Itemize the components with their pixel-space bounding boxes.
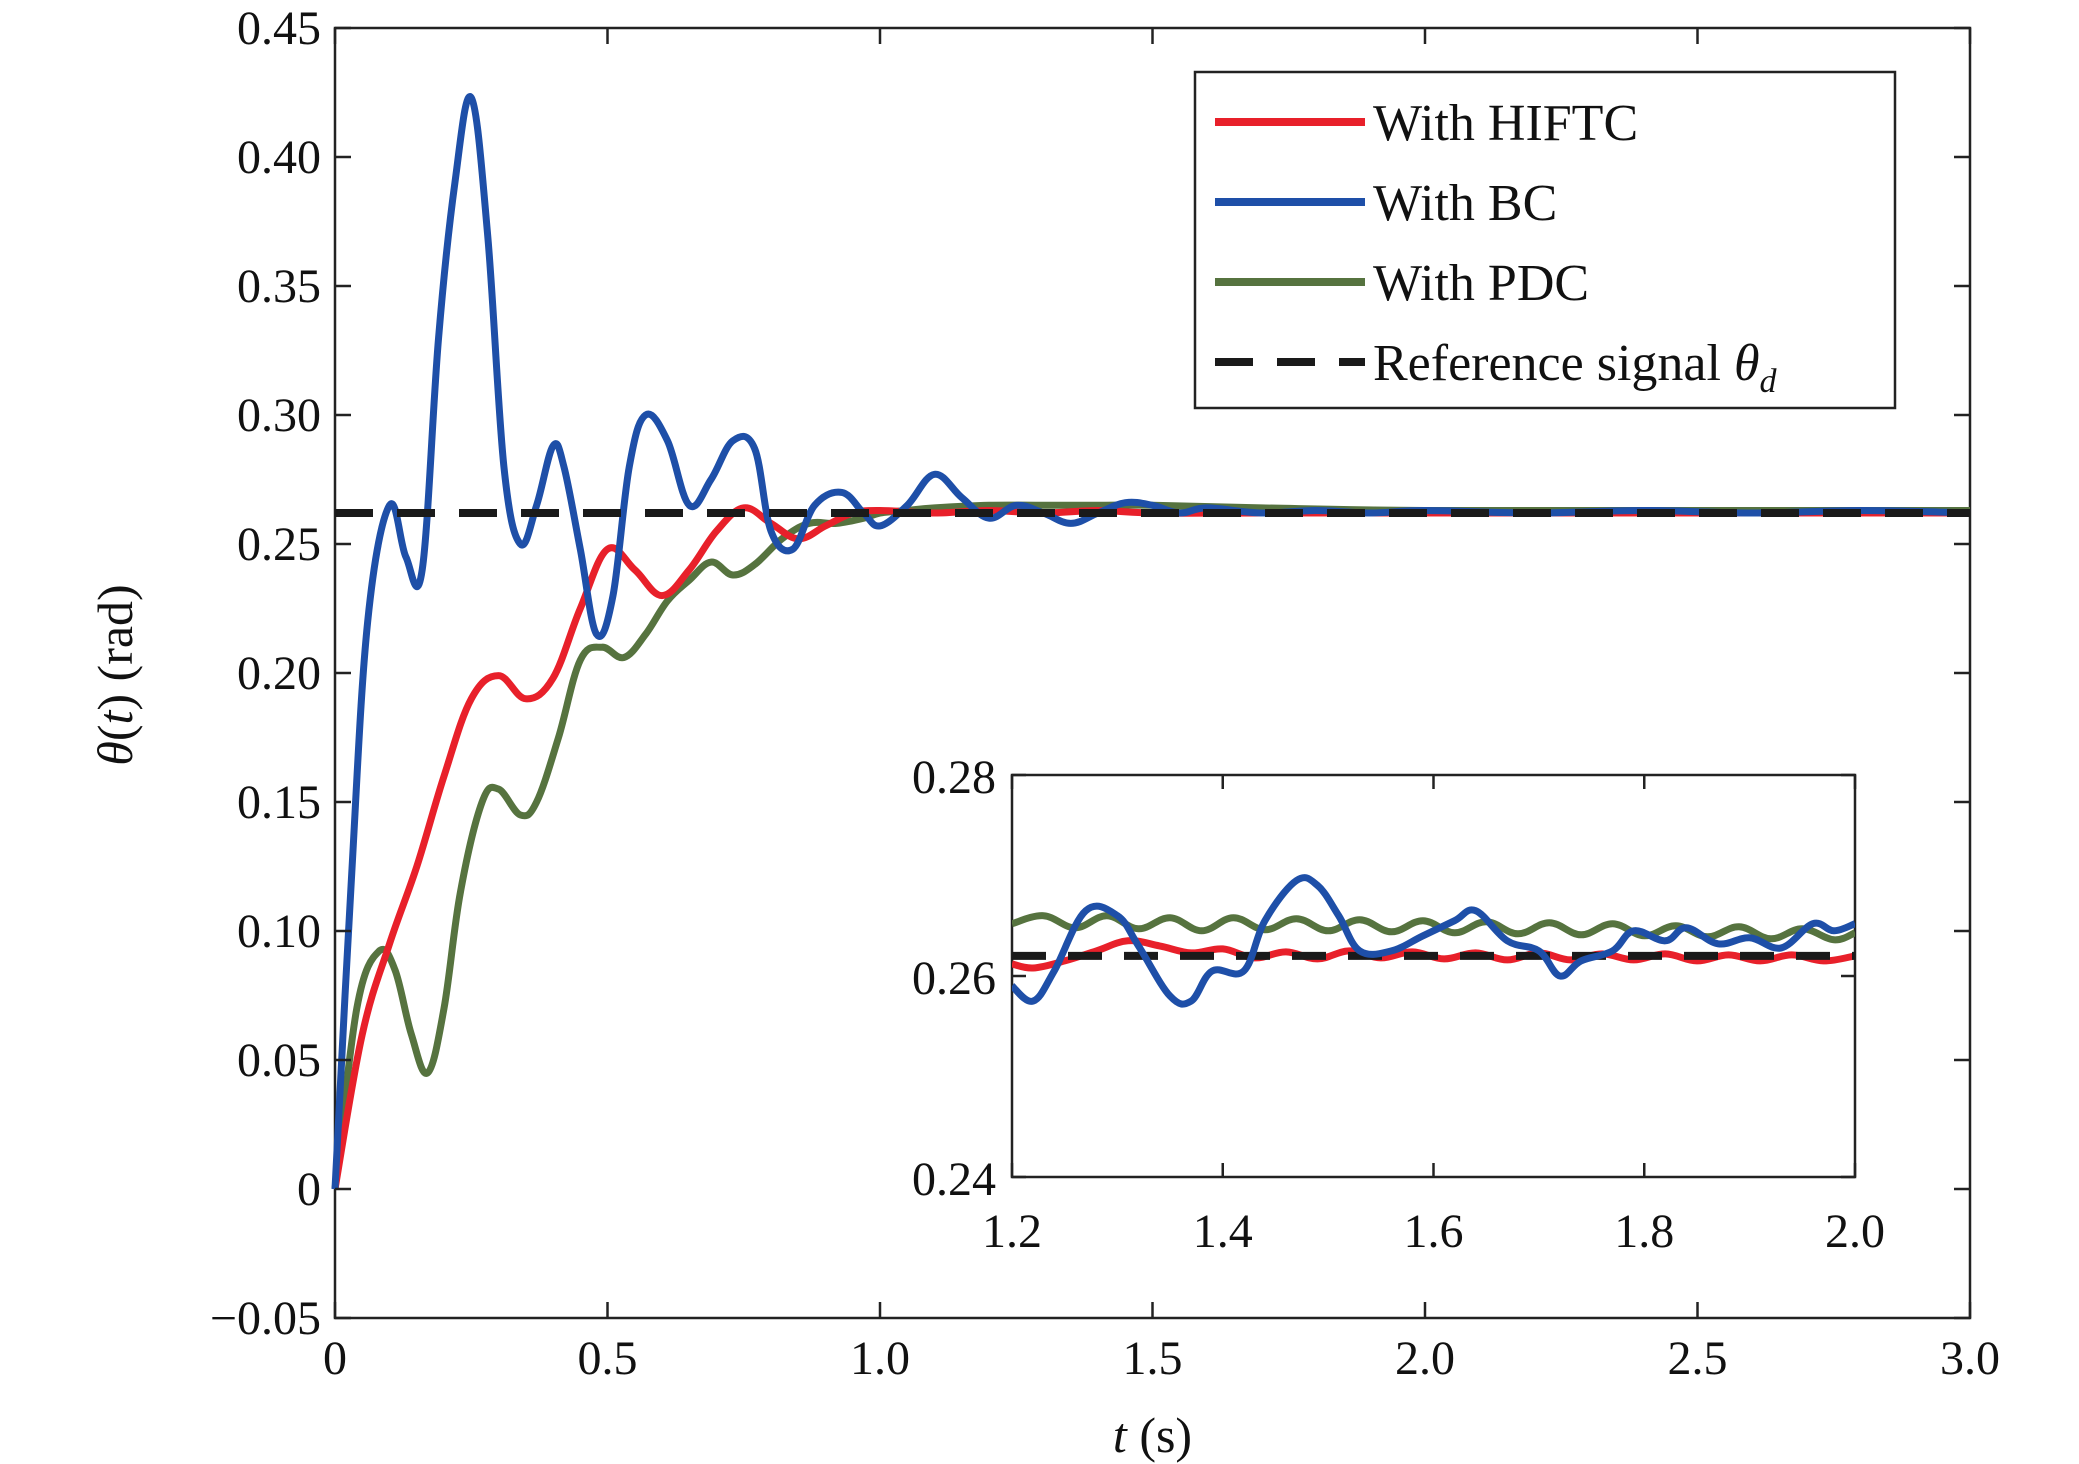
inset-y-tick-label: 0.26 (912, 952, 996, 1005)
legend-label-1: With BC (1373, 175, 1557, 232)
y-axis-var: t (87, 710, 143, 725)
inset-x-tick-label: 1.2 (982, 1205, 1042, 1258)
y-tick-label: 0.20 (237, 647, 321, 700)
y-tick-label: 0.05 (237, 1034, 321, 1087)
y-tick-label: 0.45 (237, 2, 321, 55)
inset-series-group (1012, 874, 1855, 1008)
inset-x-tick-label: 2.0 (1825, 1205, 1885, 1258)
x-tick-label: 2.5 (1668, 1332, 1728, 1385)
legend: With HIFTC With BC With PDC Reference signa… (1193, 70, 1897, 410)
inset-plot: 1.2 1.4 1.6 1.8 2.0 0.24 0.26 0.28 (912, 751, 1885, 1258)
x-tick-label: 0.5 (578, 1332, 638, 1385)
y-axis-close-paren: ) (87, 694, 143, 711)
inset-y-tick-label: 0.28 (912, 751, 996, 804)
y-axis-unit: (rad) (87, 584, 143, 694)
x-axis-unit: (s) (1127, 1407, 1192, 1463)
x-axis-var: t (1113, 1407, 1128, 1463)
legend-label-text: With PDC (1373, 255, 1589, 312)
axis-titles: t (s)θ(t) (rad) (87, 584, 1192, 1463)
y-axis-theta: θ (87, 741, 143, 766)
y-tick-label: 0.15 (237, 776, 321, 829)
x-tick-label: 3.0 (1940, 1332, 2000, 1385)
y-tick-label: 0 (297, 1163, 321, 1216)
legend-label-2: With PDC (1373, 255, 1589, 312)
y-tick-label: 0.10 (237, 905, 321, 958)
legend-theta-subscript: d (1759, 363, 1777, 400)
y-tick-label: 0.40 (237, 131, 321, 184)
inset-x-tick-label: 1.6 (1404, 1205, 1464, 1258)
series-line-with-bc (331, 93, 1971, 1190)
inset-y-tick-label: 0.24 (912, 1153, 996, 1206)
legend-label-text: With BC (1373, 175, 1557, 232)
x-axis-title: t (s) (1113, 1407, 1192, 1463)
legend-theta-symbol: θ (1734, 335, 1760, 392)
x-tick-label: 2.0 (1395, 1332, 1455, 1385)
main-series-group (331, 93, 1971, 1190)
inset-x-tick-label: 1.8 (1614, 1205, 1674, 1258)
x-tick-label: 1.0 (850, 1332, 910, 1385)
y-tick-label: 0.30 (237, 389, 321, 442)
inset-frame (1010, 773, 1857, 1179)
inset-series-line-with-bc (1012, 874, 1855, 1008)
y-tick-label: 0.35 (237, 260, 321, 313)
legend-label-text: With HIFTC (1373, 95, 1638, 152)
y-axis-title: θ(t) (rad) (87, 584, 143, 765)
legend-label-3: Reference signal θd (1373, 335, 1777, 400)
main-ticks: 0 0.5 1.0 1.5 2.0 2.5 3.0−0.0500.050.100.150.2… (210, 2, 2000, 1385)
legend-label-0: With HIFTC (1373, 95, 1638, 152)
y-axis-open-paren: ( (87, 725, 143, 742)
x-tick-label: 1.5 (1123, 1332, 1183, 1385)
y-tick-label: 0.25 (237, 518, 321, 571)
y-tick-label: −0.05 (210, 1292, 321, 1345)
inset-x-tick-label: 1.4 (1193, 1205, 1253, 1258)
x-tick-label: 0 (323, 1332, 347, 1385)
legend-label-text: Reference signal (1373, 335, 1734, 392)
legend-box (1193, 70, 1897, 410)
inset-ticks: 1.2 1.4 1.6 1.8 2.0 0.24 0.26 0.28 (912, 751, 1885, 1258)
